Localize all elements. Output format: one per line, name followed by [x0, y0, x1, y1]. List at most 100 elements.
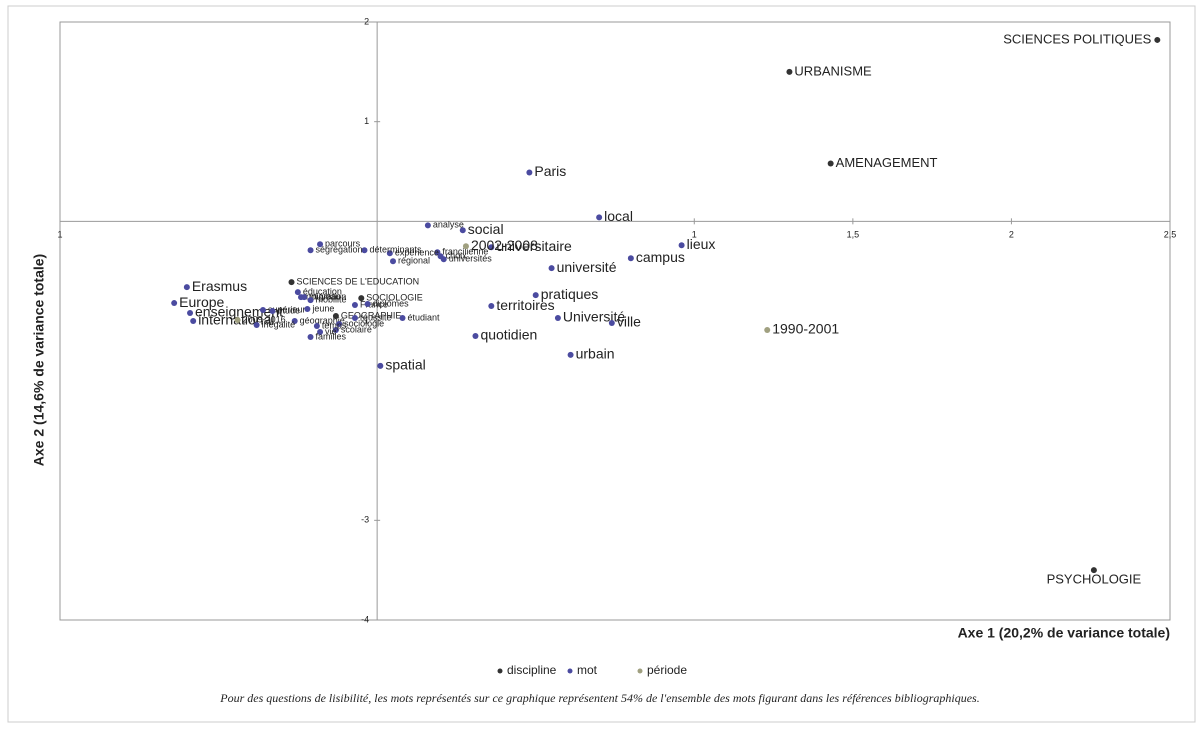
point: [351, 302, 358, 309]
point: [627, 255, 634, 262]
point: [259, 307, 266, 314]
x-axis-title: Axe 1 (20,2% de variance totale): [958, 625, 1170, 641]
point: [332, 313, 339, 320]
x-tick-label: 2,5: [1164, 230, 1177, 240]
y-axis-title: Axe 2 (14,6% de variance totale): [31, 254, 47, 466]
point: [462, 243, 469, 250]
point-label: universitaire: [496, 238, 572, 254]
point: [301, 294, 308, 301]
point-label: inégalité: [262, 319, 296, 329]
point-label: temps: [322, 320, 347, 330]
point: [764, 326, 771, 333]
point: [567, 351, 574, 358]
point-label: SCIENCES POLITIQUES: [1003, 31, 1151, 46]
point: [786, 68, 793, 75]
point: [190, 318, 197, 324]
point-label: vie: [325, 326, 337, 336]
point-label: social: [468, 221, 504, 237]
point: [307, 297, 314, 304]
point-label: 1990-2001: [772, 321, 839, 337]
legend-label: discipline: [507, 663, 557, 677]
point: [234, 317, 241, 324]
legend-marker: [567, 668, 573, 674]
point-label: Paris: [534, 163, 566, 179]
point-label: régional: [398, 256, 430, 266]
point-label: Europe: [179, 294, 224, 310]
point-label: ségrégation: [316, 245, 363, 255]
point: [183, 284, 190, 291]
point-label: familles: [316, 331, 347, 341]
point-label: universités: [449, 254, 493, 264]
point-label: Erasmus: [192, 278, 247, 294]
point: [472, 332, 479, 339]
point: [608, 319, 615, 326]
point: [526, 169, 533, 176]
point-label: urbain: [576, 346, 615, 362]
point: [488, 303, 495, 310]
legend-label: mot: [577, 663, 598, 677]
point: [361, 247, 368, 254]
point-label: migration: [309, 291, 346, 301]
point-label: PSYCHOLOGIE: [1047, 572, 1142, 587]
point-label: étude: [277, 305, 300, 315]
point-label: 2009-2016: [243, 314, 286, 324]
point-label: GEOGRAPHIE: [341, 310, 402, 320]
legend-marker: [637, 668, 643, 674]
y-tick-label: 1: [364, 116, 369, 126]
point-label: pratiques: [541, 286, 599, 302]
point-label: SOCIOLOGIE: [366, 292, 423, 302]
point: [304, 306, 311, 313]
point: [532, 292, 539, 299]
point-label: Université: [563, 309, 625, 325]
point: [678, 242, 685, 249]
point: [488, 244, 495, 251]
point: [269, 308, 276, 315]
point: [307, 333, 314, 340]
point: [1154, 36, 1161, 43]
point: [288, 279, 295, 286]
caption: Pour des questions de lisibilité, les mo…: [219, 691, 979, 705]
point-label: expérience: [395, 248, 439, 258]
point: [440, 256, 447, 263]
point-label: choix: [446, 251, 468, 261]
plot-frame: [59, 21, 1171, 621]
point-label: SCIENCES DE L'EDUCATION: [297, 277, 420, 287]
x-tick-label: 1: [57, 230, 62, 240]
point-label: nouveau: [306, 291, 341, 301]
point-label: lieux: [687, 236, 716, 252]
point-label: ville: [617, 314, 641, 330]
x-tick-label: 2: [1009, 230, 1014, 240]
point: [332, 326, 339, 333]
point-label: réussite: [360, 312, 392, 322]
point-label: francilienne: [442, 247, 488, 257]
point: [317, 241, 324, 248]
y-tick-label: -1: [361, 315, 369, 325]
y-tick-label: -3: [361, 515, 369, 525]
point-label: diplômes: [373, 298, 410, 308]
point-label: 2002-2008: [471, 237, 538, 253]
point: [307, 247, 314, 254]
legend-marker: [497, 668, 503, 674]
point: [377, 362, 384, 369]
point: [1090, 567, 1097, 574]
point: [424, 222, 431, 229]
point: [399, 315, 406, 322]
point: [336, 320, 343, 327]
point: [171, 300, 178, 307]
point: [459, 227, 466, 234]
point-label: quotidien: [480, 327, 537, 343]
point-label: analyse: [433, 220, 464, 230]
point: [187, 310, 194, 317]
point: [386, 250, 393, 257]
point: [390, 258, 396, 265]
point-label: parcours: [325, 239, 361, 249]
point-label: scolaire: [341, 324, 372, 334]
point-label: étudiant: [408, 312, 441, 322]
point-label: supérieur: [268, 304, 306, 314]
legend-label: période: [647, 663, 687, 677]
point: [253, 321, 260, 328]
y-tick-label: 2: [364, 16, 369, 26]
point-label: sociologie: [344, 318, 384, 328]
point: [317, 328, 324, 335]
